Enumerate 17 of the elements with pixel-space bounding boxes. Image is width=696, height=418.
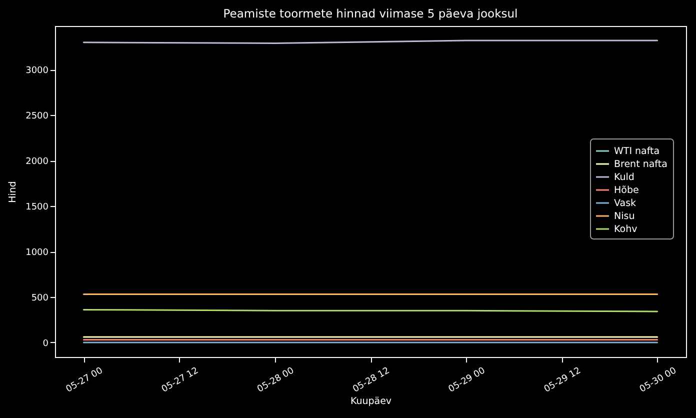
y-tick-label: 3000 bbox=[26, 66, 49, 76]
y-axis-title: Hind bbox=[8, 181, 19, 203]
y-tick-label: 1500 bbox=[26, 202, 49, 213]
y-tick-label: 2000 bbox=[26, 157, 49, 168]
legend-label: Hõbe bbox=[614, 185, 639, 196]
y-tick-label: 0 bbox=[42, 338, 49, 349]
x-axis-title: Kuupäev bbox=[350, 396, 392, 407]
legend-label: WTI nafta bbox=[614, 146, 660, 157]
legend-label: Kuld bbox=[614, 172, 634, 183]
legend-label: Vask bbox=[614, 198, 637, 209]
legend-label: Kohv bbox=[614, 224, 638, 235]
y-tick-label: 500 bbox=[31, 293, 49, 304]
chart-title: Peamiste toormete hinnad viimase 5 päeva jooksul bbox=[223, 6, 518, 20]
y-tick-label: 2500 bbox=[26, 112, 49, 122]
legend-label: Brent nafta bbox=[614, 159, 668, 170]
legend-label: Nisu bbox=[614, 211, 635, 222]
y-tick-label: 1000 bbox=[26, 248, 49, 258]
